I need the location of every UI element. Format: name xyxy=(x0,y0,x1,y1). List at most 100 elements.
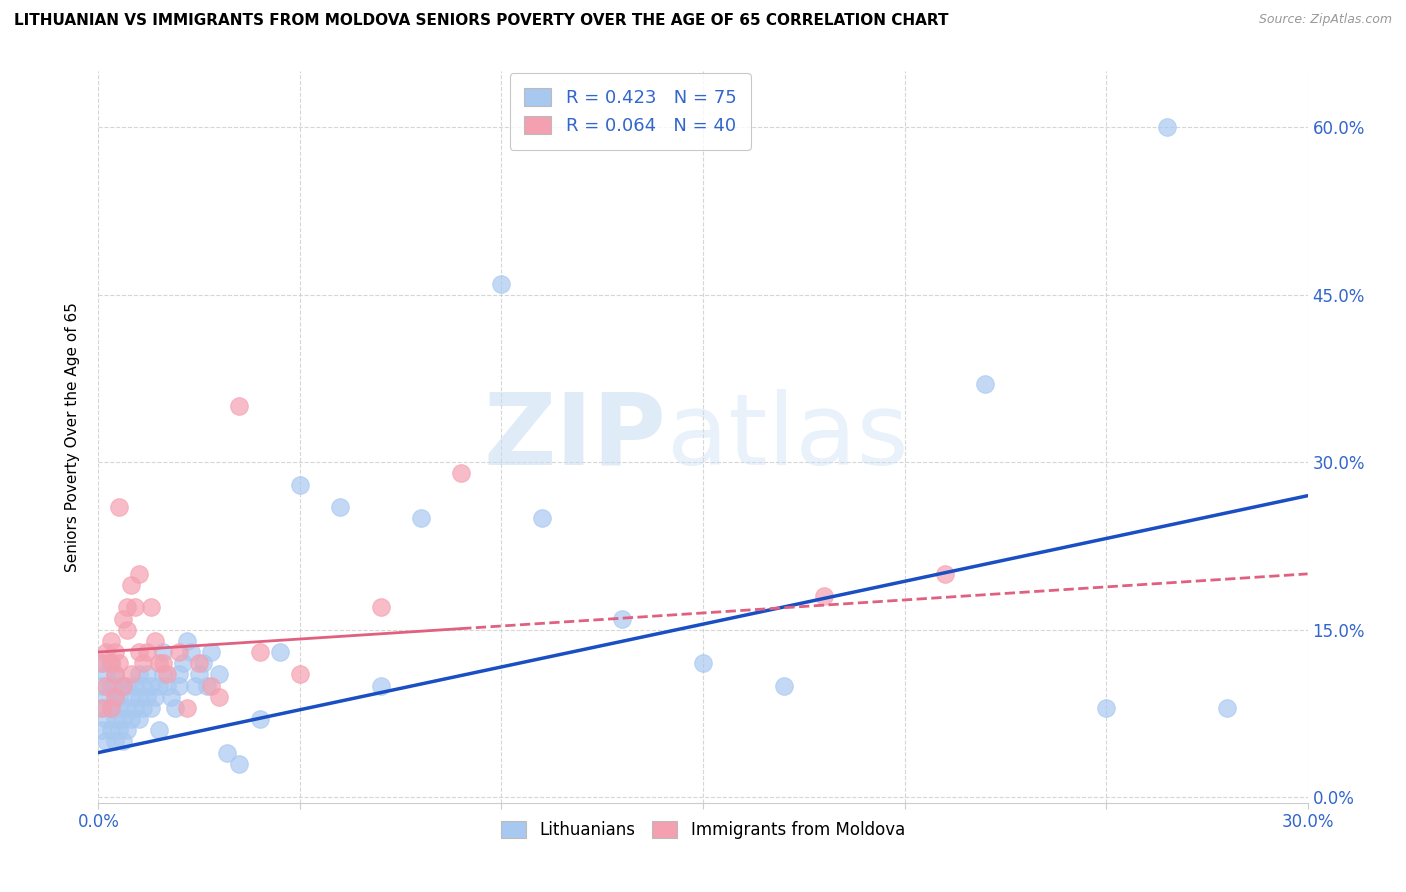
Point xyxy=(249,645,271,659)
Point xyxy=(111,712,134,726)
Point xyxy=(772,679,794,693)
Point xyxy=(329,500,352,514)
Point xyxy=(370,679,392,693)
Text: Source: ZipAtlas.com: Source: ZipAtlas.com xyxy=(1258,13,1392,27)
Point xyxy=(91,701,114,715)
Point xyxy=(143,633,166,648)
Point xyxy=(120,690,142,704)
Point xyxy=(139,679,162,693)
Point xyxy=(115,679,138,693)
Point xyxy=(128,667,150,681)
Point xyxy=(1216,701,1239,715)
Point xyxy=(176,701,198,715)
Point xyxy=(184,679,207,693)
Point xyxy=(172,657,194,671)
Point xyxy=(103,667,125,681)
Point xyxy=(115,623,138,637)
Point xyxy=(692,657,714,671)
Point xyxy=(200,645,222,659)
Point xyxy=(107,679,129,693)
Point xyxy=(120,712,142,726)
Point xyxy=(156,667,179,681)
Point xyxy=(132,657,155,671)
Point xyxy=(124,679,146,693)
Point xyxy=(228,400,250,414)
Point xyxy=(132,679,155,693)
Point xyxy=(208,667,231,681)
Point xyxy=(288,667,311,681)
Point xyxy=(100,657,122,671)
Point xyxy=(100,679,122,693)
Point xyxy=(813,589,835,603)
Point xyxy=(103,734,125,748)
Point xyxy=(96,690,118,704)
Point xyxy=(156,679,179,693)
Y-axis label: Seniors Poverty Over the Age of 65: Seniors Poverty Over the Age of 65 xyxy=(65,302,80,572)
Point xyxy=(195,679,218,693)
Point xyxy=(135,667,157,681)
Point xyxy=(409,511,432,525)
Point xyxy=(370,600,392,615)
Point xyxy=(111,679,134,693)
Point xyxy=(120,667,142,681)
Point xyxy=(103,690,125,704)
Point xyxy=(163,701,186,715)
Point xyxy=(450,467,472,481)
Point xyxy=(167,667,190,681)
Point xyxy=(91,657,114,671)
Point xyxy=(91,701,114,715)
Point xyxy=(91,679,114,693)
Point xyxy=(115,600,138,615)
Point xyxy=(269,645,291,659)
Point xyxy=(167,679,190,693)
Point xyxy=(107,657,129,671)
Point xyxy=(124,701,146,715)
Point xyxy=(135,690,157,704)
Point xyxy=(167,645,190,659)
Point xyxy=(176,633,198,648)
Point xyxy=(188,657,211,671)
Point xyxy=(124,600,146,615)
Point xyxy=(107,701,129,715)
Text: atlas: atlas xyxy=(666,389,908,485)
Point xyxy=(180,645,202,659)
Point xyxy=(96,734,118,748)
Point xyxy=(288,477,311,491)
Point xyxy=(91,723,114,738)
Point xyxy=(128,690,150,704)
Point xyxy=(96,667,118,681)
Point xyxy=(152,667,174,681)
Point xyxy=(152,645,174,659)
Point xyxy=(115,723,138,738)
Legend: Lithuanians, Immigrants from Moldova: Lithuanians, Immigrants from Moldova xyxy=(495,814,911,846)
Point xyxy=(934,566,956,581)
Point xyxy=(148,657,170,671)
Point xyxy=(96,679,118,693)
Point xyxy=(217,746,239,760)
Point xyxy=(103,645,125,659)
Point xyxy=(103,712,125,726)
Point xyxy=(135,645,157,659)
Point xyxy=(100,633,122,648)
Point xyxy=(107,690,129,704)
Point xyxy=(111,679,134,693)
Point xyxy=(1095,701,1118,715)
Point xyxy=(139,600,162,615)
Point xyxy=(120,578,142,592)
Point xyxy=(152,657,174,671)
Point xyxy=(208,690,231,704)
Point xyxy=(139,701,162,715)
Point xyxy=(148,723,170,738)
Point xyxy=(100,723,122,738)
Point xyxy=(128,566,150,581)
Point xyxy=(132,701,155,715)
Point xyxy=(115,701,138,715)
Point xyxy=(128,712,150,726)
Point xyxy=(107,500,129,514)
Point xyxy=(91,657,114,671)
Point xyxy=(96,645,118,659)
Point xyxy=(974,377,997,392)
Point xyxy=(1156,120,1178,135)
Point xyxy=(107,723,129,738)
Point xyxy=(160,690,183,704)
